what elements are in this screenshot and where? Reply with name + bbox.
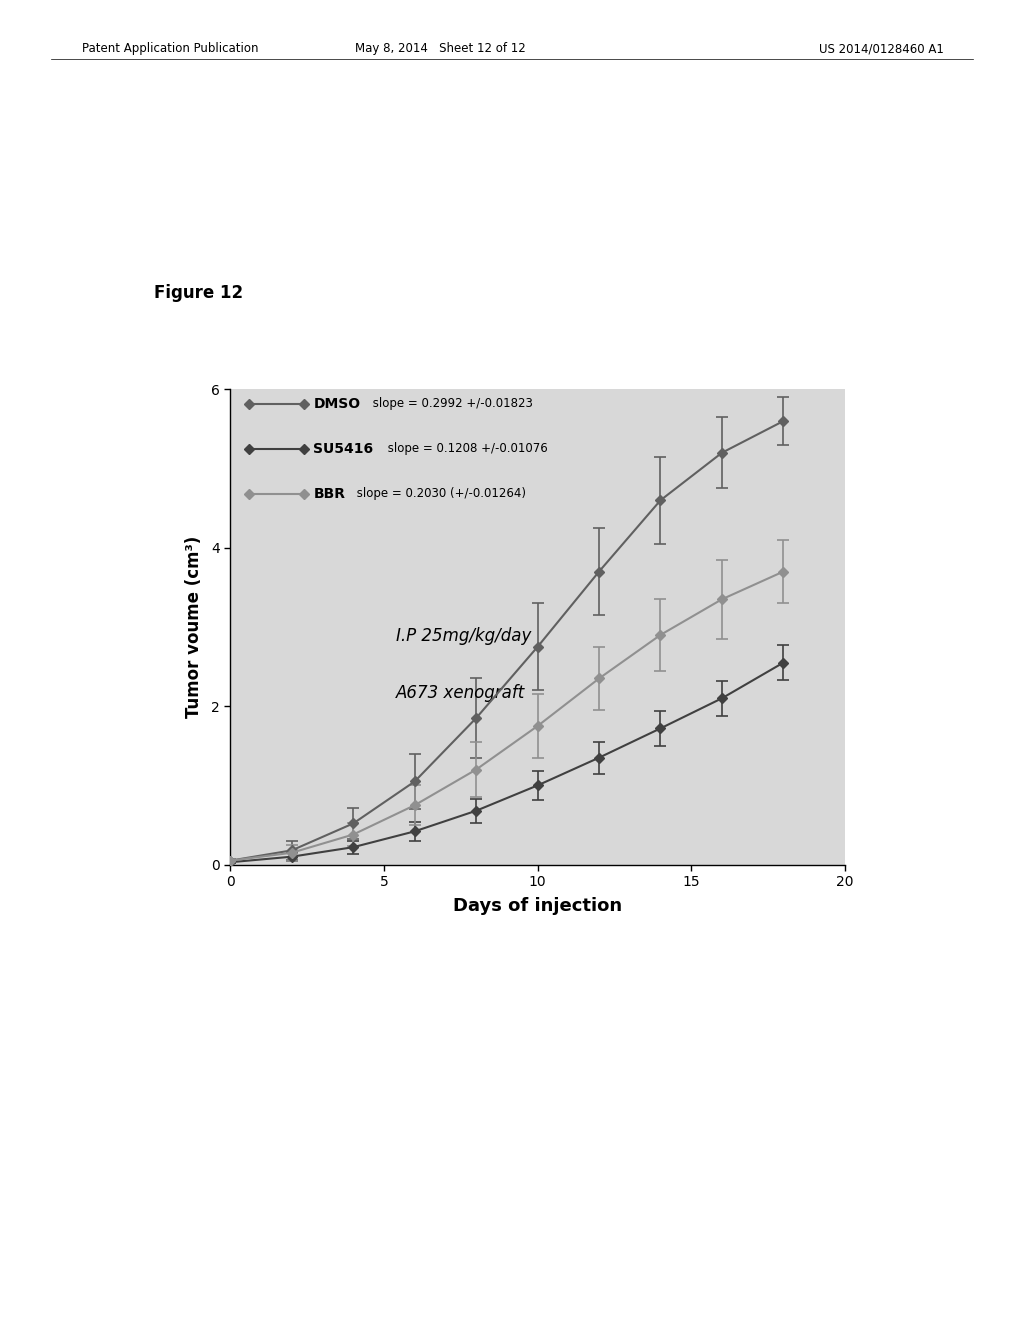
Text: SU5416: SU5416 <box>313 442 374 455</box>
Y-axis label: Tumor voume (cm³): Tumor voume (cm³) <box>184 536 203 718</box>
Text: slope = 0.2992 +/-0.01823: slope = 0.2992 +/-0.01823 <box>369 397 532 411</box>
Text: Figure 12: Figure 12 <box>154 284 243 302</box>
Text: DMSO: DMSO <box>313 396 360 411</box>
Text: A673 xenograft: A673 xenograft <box>396 684 525 702</box>
X-axis label: Days of injection: Days of injection <box>453 898 623 915</box>
Text: Patent Application Publication: Patent Application Publication <box>82 42 258 55</box>
Text: BBR: BBR <box>313 487 345 502</box>
Text: US 2014/0128460 A1: US 2014/0128460 A1 <box>819 42 944 55</box>
Text: May 8, 2014   Sheet 12 of 12: May 8, 2014 Sheet 12 of 12 <box>355 42 525 55</box>
Text: slope = 0.2030 (+/-0.01264): slope = 0.2030 (+/-0.01264) <box>353 487 526 500</box>
Text: slope = 0.1208 +/-0.01076: slope = 0.1208 +/-0.01076 <box>384 442 548 455</box>
Text: I.P 25mg/kg/day: I.P 25mg/kg/day <box>396 627 531 645</box>
